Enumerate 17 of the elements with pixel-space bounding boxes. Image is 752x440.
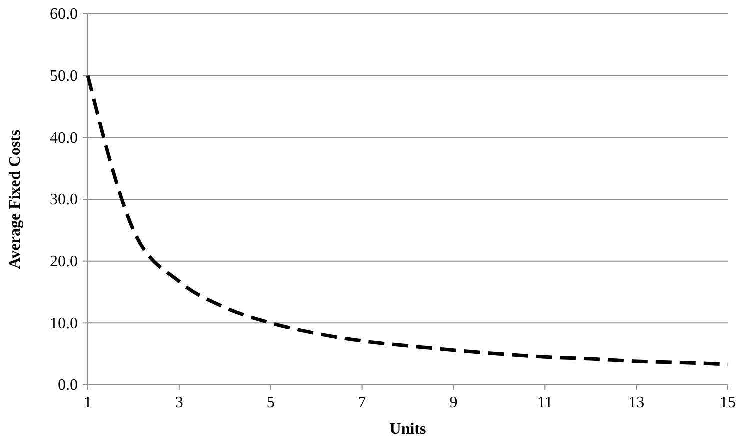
x-tick-label: 5 xyxy=(266,394,275,412)
y-tick-label: 10.0 xyxy=(50,315,78,332)
x-tick-label: 13 xyxy=(628,394,645,412)
y-tick-label: 50.0 xyxy=(50,68,78,85)
x-tick-label: 7 xyxy=(358,394,366,412)
y-tick-label: 20.0 xyxy=(50,253,78,270)
y-axis-title: Average Fixed Costs xyxy=(7,130,24,270)
x-tick-label: 15 xyxy=(720,394,736,412)
x-tick-label: 1 xyxy=(84,394,92,412)
y-tick-label: 0.0 xyxy=(58,377,78,394)
y-tick-label: 30.0 xyxy=(50,192,78,209)
y-tick-label: 60.0 xyxy=(50,6,78,24)
x-tick-label: 3 xyxy=(175,394,184,412)
y-tick-label: 40.0 xyxy=(50,130,78,147)
x-tick-label: 9 xyxy=(450,394,458,412)
x-axis-title: Units xyxy=(390,421,426,438)
x-tick-label: 11 xyxy=(537,394,553,412)
